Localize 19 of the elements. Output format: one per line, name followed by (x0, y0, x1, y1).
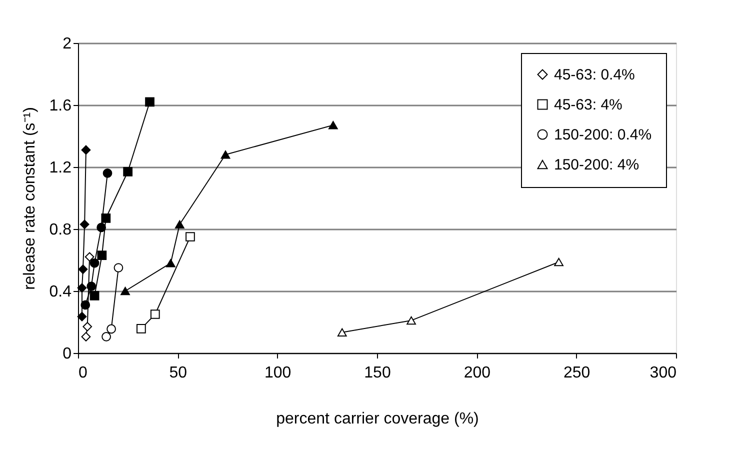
x-tick-label: 200 (464, 364, 491, 382)
y-tick-label: 2 (62, 36, 72, 52)
x-tick-label: 250 (563, 364, 590, 382)
legend-label: 150-200: 0.4% (554, 126, 652, 144)
x-axis-title: percent carrier coverage (%) (276, 410, 479, 428)
x-tick-label: 300 (650, 364, 677, 382)
legend-label: 45-63: 0.4% (554, 66, 635, 84)
y-tick-label: 1.6 (49, 98, 72, 114)
y-tick-label: 0.4 (49, 284, 72, 300)
x-tick-label: 100 (264, 364, 292, 382)
legend-label: 45-63: 4% (554, 96, 622, 114)
y-axis-title: release rate constant (s⁻¹) (21, 107, 38, 290)
y-tick-label: 1.2 (49, 160, 72, 176)
x-tick-label: 0 (78, 364, 88, 382)
legend-label: 150-200: 4% (554, 156, 640, 174)
x-tick-label: 50 (169, 364, 188, 382)
y-tick-label: 0 (62, 346, 72, 362)
x-tick-label: 150 (364, 364, 391, 382)
y-tick-label: 0.8 (49, 222, 72, 238)
